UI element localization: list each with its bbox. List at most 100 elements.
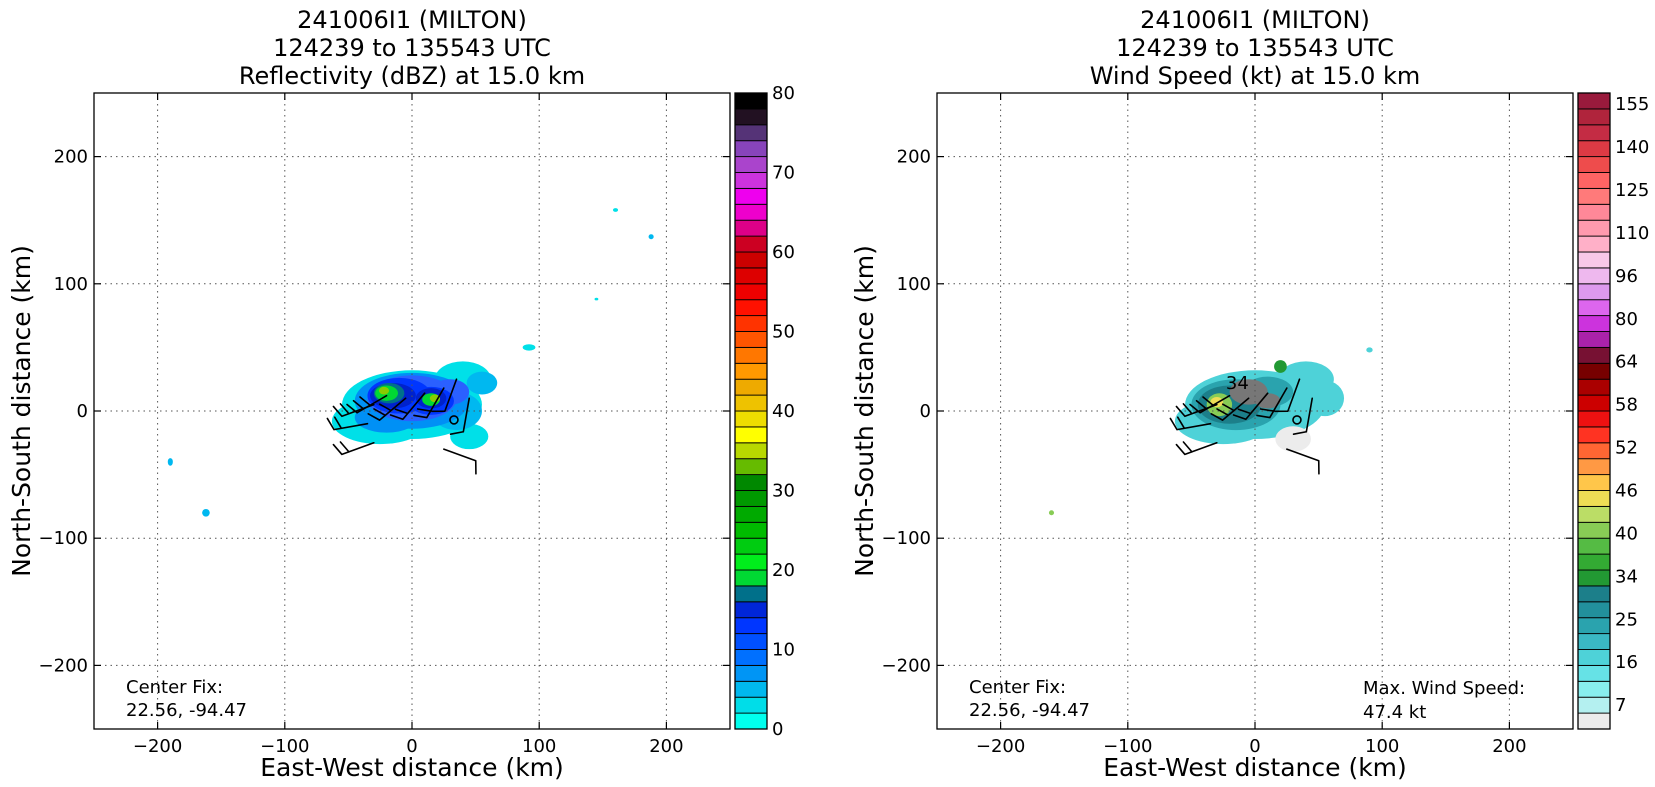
colorbar-segment <box>1577 537 1611 555</box>
colorbar-segment <box>1577 251 1611 269</box>
field-cell <box>450 423 489 450</box>
colorbar-segment <box>734 458 768 476</box>
colorbar-segment <box>734 251 768 269</box>
colorbar-segment <box>1577 156 1611 173</box>
wind-barb <box>443 448 477 475</box>
colorbar-segment <box>734 617 768 635</box>
wind-barb <box>1292 397 1314 435</box>
center-fix-value: 22.56, -94.47 <box>126 700 247 721</box>
colorbar-segment <box>734 203 768 221</box>
colorbar-tick-label: 50 <box>772 322 795 343</box>
colorbar-segment <box>1577 235 1611 253</box>
chart-title-line-2: 124239 to 135543 UTC <box>273 34 551 62</box>
chart-title-line-3: Reflectivity (dBZ) at 15.0 km <box>239 62 585 90</box>
field-cell <box>167 458 173 466</box>
colorbar-tick-label: 110 <box>1615 223 1649 244</box>
wind-speed-panel: 241006I1 (MILTON) 124239 to 135543 UTC W… <box>850 6 1649 782</box>
colorbar-segment <box>1577 712 1611 730</box>
colorbar-segment <box>1577 267 1611 285</box>
colorbar-segment <box>734 92 768 110</box>
colorbar-segment <box>1577 315 1611 332</box>
colorbar-segment <box>1577 505 1611 523</box>
x-tick-label: −200 <box>976 736 1025 757</box>
chart-title-line-2: 124239 to 135543 UTC <box>1116 34 1394 62</box>
wind-speed-field <box>1048 347 1373 516</box>
colorbar-segment <box>1577 283 1611 301</box>
storm-center-marker <box>1292 415 1302 425</box>
colorbar-tick-label: 40 <box>772 401 795 422</box>
colorbar-segment <box>1577 172 1611 189</box>
x-tick-label: −100 <box>1103 736 1152 757</box>
colorbar-segment <box>1577 394 1611 412</box>
reflectivity-field <box>167 208 654 517</box>
colorbar-segment <box>1577 108 1611 126</box>
center-fix-value: 22.56, -94.47 <box>969 700 1090 721</box>
colorbar-segment <box>1577 490 1611 507</box>
field-cell <box>378 386 390 395</box>
y-tick-label: 0 <box>920 401 931 422</box>
colorbar-segment <box>1577 553 1611 571</box>
colorbar-segment <box>734 283 768 301</box>
colorbar-segment <box>1577 92 1611 110</box>
colorbar-segment <box>734 490 768 507</box>
colorbar-segment <box>1577 362 1611 380</box>
colorbar-segment <box>734 124 768 142</box>
colorbar-segment <box>734 680 768 698</box>
wind-barb <box>413 387 445 419</box>
grid-lines <box>937 93 1573 729</box>
field-cell <box>522 344 536 351</box>
colorbar-tick-label: 96 <box>1615 266 1638 287</box>
colorbar-segment <box>734 633 768 650</box>
y-axis-label: North-South distance (km) <box>7 245 36 577</box>
y-tick-label: 200 <box>897 147 931 168</box>
colorbar-segment <box>1577 426 1611 444</box>
colorbar-segment <box>734 172 768 189</box>
field-cell <box>466 371 498 395</box>
colorbar-segment <box>734 156 768 173</box>
wind-barbs <box>326 378 477 475</box>
colorbar-segment <box>1577 521 1611 539</box>
wind-barb <box>389 392 426 421</box>
colorbar-segment <box>734 108 768 126</box>
colorbar-segment <box>1577 299 1611 317</box>
colorbar-segment <box>1577 601 1611 619</box>
wind-barb <box>332 441 375 456</box>
max-wind-label: Max. Wind Speed: <box>1363 678 1525 699</box>
wind-barb <box>1232 392 1269 421</box>
y-tick-label: 0 <box>77 401 88 422</box>
colorbar-segment <box>734 649 768 666</box>
colorbar-segment <box>734 696 768 714</box>
y-tick-label: 100 <box>897 274 931 295</box>
wind-barb <box>431 378 458 413</box>
chart-title-line-1: 241006I1 (MILTON) <box>297 6 527 34</box>
field-cell <box>594 297 599 301</box>
colorbar-segment <box>734 362 768 380</box>
max-wind-value: 47.4 kt <box>1363 702 1426 723</box>
field-cell <box>1366 347 1373 353</box>
colorbar-segment <box>734 553 768 571</box>
y-tick-label: −200 <box>39 655 88 676</box>
colorbar-segment <box>1577 378 1611 396</box>
colorbar-segment <box>1577 458 1611 476</box>
field-cell <box>1305 380 1345 417</box>
x-tick-label: −100 <box>260 736 309 757</box>
colorbar-segment <box>1577 649 1611 666</box>
center-fix-label: Center Fix: <box>126 677 223 698</box>
x-axis-label: East-West distance (km) <box>1103 753 1407 782</box>
colorbar-tick-label: 155 <box>1615 94 1649 115</box>
colorbar-tick-label: 60 <box>772 242 795 263</box>
colorbar-segment <box>734 299 768 317</box>
wind-barb <box>449 397 471 435</box>
colorbar-segment <box>734 442 768 460</box>
field-cell <box>1255 393 1281 409</box>
colorbar-segment <box>734 410 768 428</box>
axis-ticks: −200 −100 0 100 200 −200 −100 0 100 200 <box>39 93 730 757</box>
colorbar-segment <box>734 601 768 619</box>
colorbar-tick-label: 30 <box>772 481 795 502</box>
y-tick-label: 200 <box>54 147 88 168</box>
colorbar-segment <box>1577 203 1611 221</box>
chart-title-line-1: 241006I1 (MILTON) <box>1140 6 1370 34</box>
colorbar-segment <box>734 394 768 412</box>
colorbar-tick-label: 64 <box>1615 352 1638 373</box>
colorbar-tick-label: 16 <box>1615 652 1638 673</box>
